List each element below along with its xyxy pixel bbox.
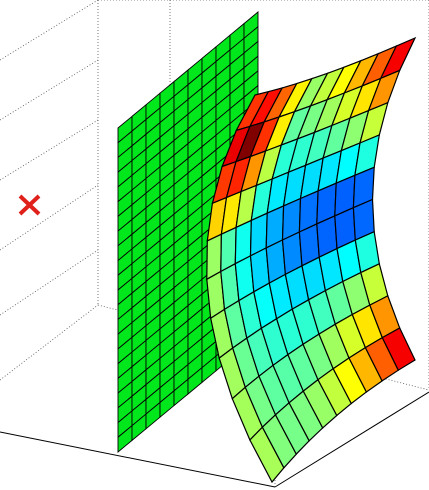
axis-line xyxy=(274,391,429,488)
grid-line xyxy=(0,119,99,181)
box-edge xyxy=(0,304,99,381)
grid-line xyxy=(0,249,99,316)
marker-x xyxy=(18,194,41,216)
grid-line xyxy=(0,184,99,251)
surface-cell xyxy=(381,327,416,372)
axis-line xyxy=(0,431,276,488)
box-edge xyxy=(0,0,99,61)
grid-line xyxy=(0,59,99,121)
colored-surface xyxy=(206,36,417,484)
marker-stroke xyxy=(18,194,41,216)
